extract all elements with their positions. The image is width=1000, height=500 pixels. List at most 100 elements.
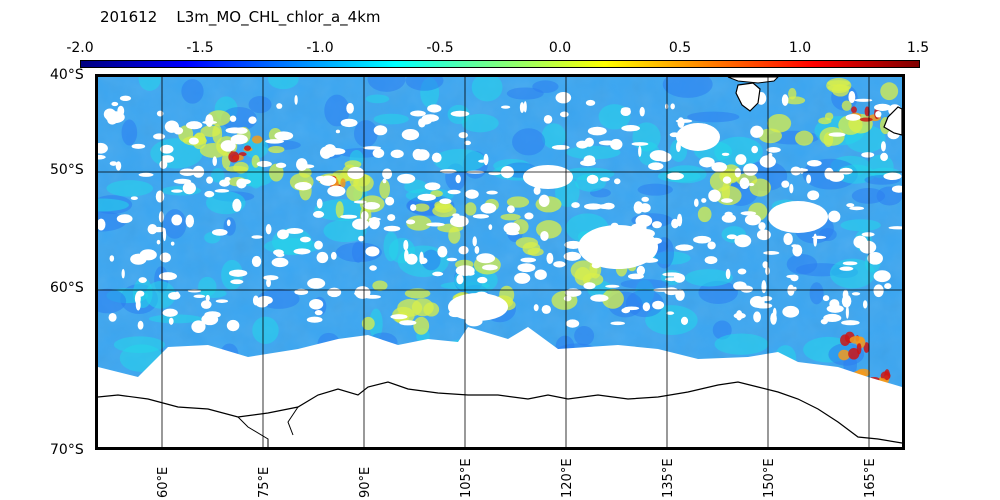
ocean-eddy [369,308,383,340]
cloud-gap [576,140,589,149]
cloud-gap-large [448,293,508,321]
cloud-gap [563,295,572,302]
ocean-eddy [541,123,566,149]
chlorophyll-map [95,74,905,450]
cloud-gap [841,320,860,326]
chlorophyll-hotspot [228,151,240,163]
cloud-gap [390,149,404,159]
cloud-gap [743,163,758,176]
lat-label-40s: 40°S [50,67,84,83]
cloud-gap [170,189,183,193]
ocean-eddy [714,333,769,355]
cloud-gap [782,305,800,318]
cloud-gap [599,177,610,182]
cloud-gap [859,240,877,254]
cloud-gap [585,156,589,163]
cloud-gap [477,276,488,284]
cloud-gap [888,226,902,230]
chlorophyll-high-patch [795,130,814,146]
cloud-gap [175,291,180,297]
cloud-gap [421,114,439,122]
cloud-gap [721,152,730,156]
cloud-gap [225,127,245,134]
chlorophyll-high-patch [212,124,223,144]
ocean-eddy [106,180,154,197]
cloud-gap [649,150,669,162]
cloud-gap [506,230,520,236]
cloud-gap [806,174,812,184]
cloud-gap [251,235,263,239]
cloud-gap [314,240,323,250]
cloud-gap [540,230,549,242]
cloud-gap [368,216,380,230]
ocean-eddy [383,231,399,262]
cloud-gap [158,272,178,281]
chlorophyll-high-patch [464,202,477,216]
cloud-gap [753,311,761,323]
cloud-gap [136,290,145,297]
ocean-eddy [840,219,881,232]
cloud-gap [559,111,569,118]
cloud-gap [452,213,460,218]
ocean-eddy [98,198,129,212]
cloud-gap [182,181,196,195]
chlorophyll-high-patch [535,220,562,239]
cloud-gap [846,203,855,208]
cloud-gap [884,283,892,290]
ocean-eddy [712,320,732,340]
cloud-gap [583,282,596,290]
cloud-gap [880,152,888,162]
cloud-gap [130,196,138,201]
cloud-gap [362,146,382,150]
cloud-gap [383,225,401,232]
ocean-eddy [461,113,499,133]
chlorophyll-high-patch [233,161,249,174]
cloud-gap [156,110,164,117]
cloud-gap [793,286,797,292]
cloud-gap [673,273,685,283]
cloud-gap [137,320,144,330]
cloud-gap [733,281,747,291]
cloud-gap [212,156,217,167]
cloud-gap-large [523,165,573,189]
cloud-gap [675,244,694,251]
cloud-gap [758,222,766,231]
land-and-ice [98,77,902,447]
ocean-eddy [121,119,138,146]
cloud-gap [829,299,840,309]
cloud-gap [824,167,834,180]
cloud-gap [347,166,365,180]
cloud-gap [586,174,599,184]
chlorophyll-high-patch [506,196,530,208]
lon-label-75e: 75°E [257,466,272,498]
cloud-gap [274,131,294,141]
ocean-eddy [809,282,824,305]
ocean-eddy [532,80,559,93]
tasmania [735,82,761,112]
cloud-gap [98,154,106,160]
cloud-gap [733,312,746,319]
cloud-gap-large [578,225,658,269]
cloud-gap [602,202,615,210]
cloud-gap [109,255,115,262]
cloud-gap [839,266,854,271]
cloud-gap [200,300,212,309]
cloud-gap [783,232,793,245]
cloud-gap [848,90,856,104]
cloud-gap [721,198,733,203]
chlorophyll-high-patch [413,316,430,335]
chlorophyll-hotspot [880,371,891,381]
ocean-eddy [353,120,378,148]
cloud-gap [761,280,767,294]
cloud-gap [385,196,395,206]
cloud-gap [781,94,789,106]
cloud-gap [382,178,387,184]
chlorophyll-high-patch [423,302,440,317]
ocean-eddy [512,128,546,156]
colorbar-tick-label: -2.0 [66,40,94,56]
coastline [98,381,902,444]
ocean-eddy [637,183,673,196]
cloud-gap [252,295,259,306]
cloud-gap [524,212,534,220]
chlorophyll-high-patch [379,179,391,199]
